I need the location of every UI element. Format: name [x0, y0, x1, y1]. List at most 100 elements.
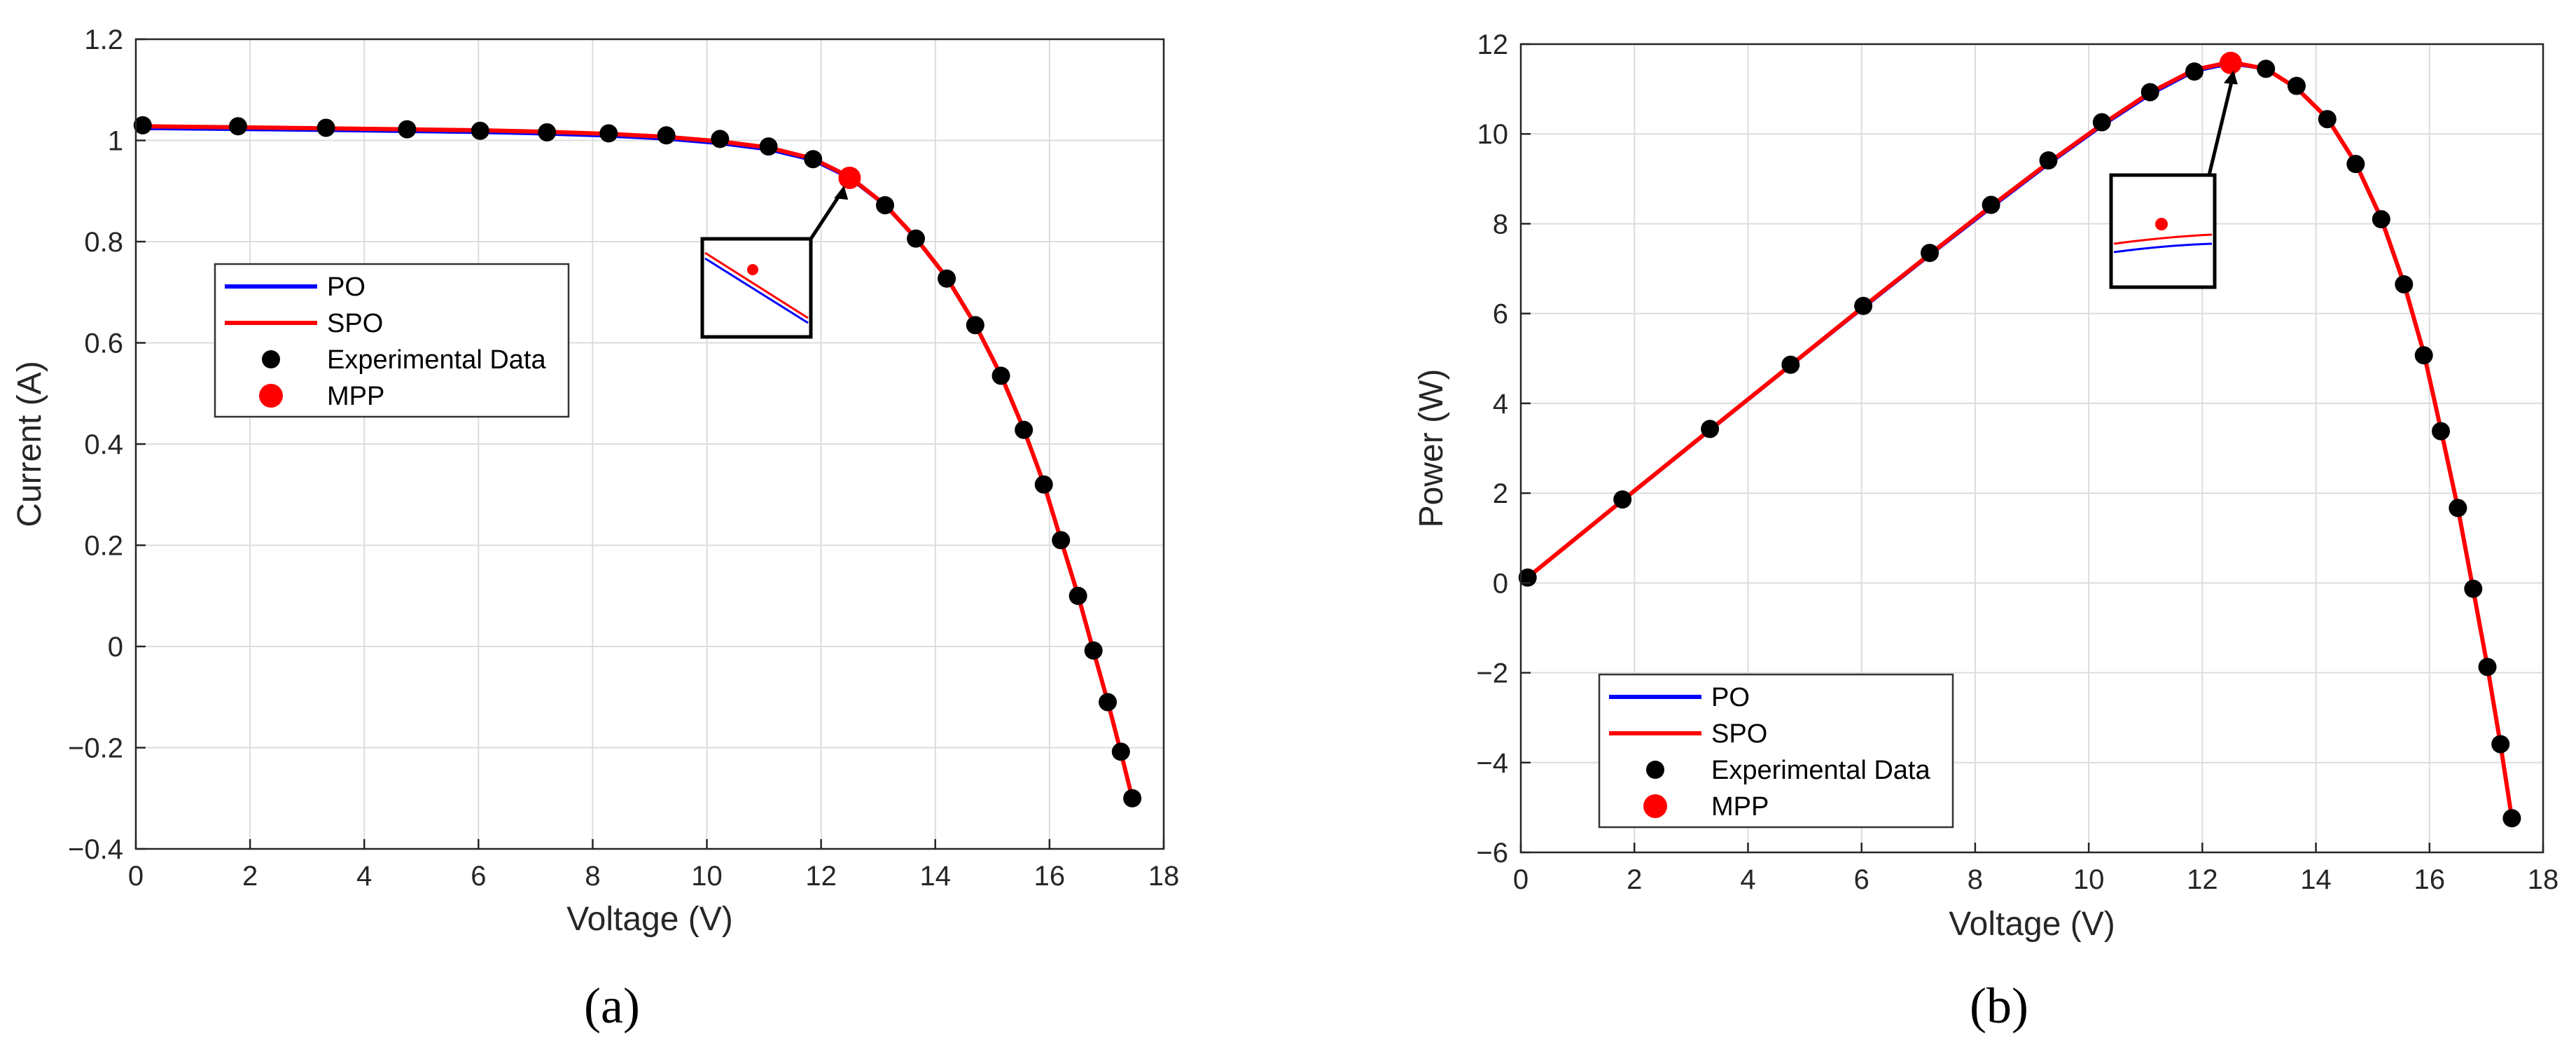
y-tick-label: 10: [1477, 119, 1509, 150]
x-tick-label: 14: [2300, 864, 2332, 895]
experimental-point: [1068, 586, 1087, 605]
legend-label: Experimental Data: [327, 345, 546, 375]
experimental-point: [471, 121, 489, 140]
mpp-marker: [2219, 51, 2242, 74]
y-tick-label: −4: [1476, 748, 1508, 779]
x-tick-label: 8: [585, 861, 600, 892]
x-tick-label: 4: [356, 861, 372, 892]
experimental-point: [2287, 76, 2306, 95]
experimental-point: [966, 316, 984, 335]
experimental-point: [398, 120, 417, 139]
inset-spo-curve: [704, 251, 809, 319]
y-axis-title: Current (A): [11, 361, 48, 527]
experimental-point: [2464, 579, 2483, 598]
experimental-point: [2185, 62, 2203, 81]
experimental-point: [2372, 210, 2390, 229]
experimental-point: [1781, 355, 1800, 374]
legend-label: MPP: [1711, 792, 1769, 822]
experimental-point: [2140, 83, 2159, 102]
x-tick-label: 16: [2414, 864, 2446, 895]
experimental-point: [804, 150, 823, 169]
x-tick-label: 18: [1148, 861, 1180, 892]
experimental-point: [1701, 420, 1720, 438]
experimental-point: [599, 124, 618, 143]
inset-frame: [2109, 173, 2217, 289]
legend: PO SPO Experimental Data MPP: [214, 263, 570, 418]
annotation-arrow-head: [834, 186, 849, 200]
x-tick-label: 8: [1968, 864, 1983, 895]
x-tick-label: 12: [2187, 864, 2218, 895]
legend-label: PO: [327, 272, 365, 302]
x-axis-title: Voltage (V): [566, 901, 732, 938]
experimental-point: [1854, 296, 1873, 315]
x-tick-label: 0: [128, 861, 144, 892]
x-tick-label: 10: [691, 861, 723, 892]
y-tick-label: 0: [108, 632, 123, 663]
x-tick-label: 18: [2528, 864, 2559, 895]
y-axis-title: Power (W): [1413, 369, 1450, 528]
experimental-point: [1921, 244, 1939, 263]
legend-experimental-swatch: [262, 350, 280, 368]
x-tick-label: 12: [805, 861, 837, 892]
experimental-point: [907, 229, 926, 248]
y-tick-label: 4: [1493, 389, 1508, 420]
experimental-point: [2092, 113, 2111, 132]
chart-panel-a: 0 2 4 6 8 10 12 14 16 18 −0.4 −0.2 0 0.2 0.4 0.6 0.8 1 1.2…: [11, 25, 1179, 1034]
experimental-point: [538, 123, 557, 141]
experimental-point: [2502, 809, 2521, 828]
legend-mpp-swatch: [259, 384, 283, 408]
y-tick-label: 6: [1493, 299, 1508, 330]
y-tick-label: 0.6: [84, 328, 123, 359]
experimental-point: [2318, 110, 2337, 129]
experimental-point: [1015, 420, 1033, 439]
annotation-arrow-head: [2223, 70, 2238, 85]
experimental-point: [2432, 422, 2450, 441]
legend-mpp-swatch: [1643, 794, 1667, 818]
annotation-arrow-line: [2207, 73, 2236, 176]
y-tick-label: −6: [1476, 838, 1508, 868]
mpp-marker: [838, 166, 861, 189]
experimental-point: [759, 137, 778, 156]
inset-mpp-marker: [2155, 218, 2168, 230]
inset-spo-curve: [2113, 233, 2213, 245]
experimental-point: [133, 116, 152, 134]
x-tick-label: 4: [1740, 864, 1755, 895]
legend-experimental-swatch: [1646, 761, 1664, 779]
axes-box: [1519, 43, 2544, 854]
x-tick-label: 6: [1854, 864, 1870, 895]
y-tick-label: 2: [1493, 478, 1508, 509]
experimental-point: [1084, 641, 1103, 660]
x-tick-label: 10: [2073, 864, 2105, 895]
y-tick-label: −0.2: [68, 733, 123, 764]
x-tick-label: 2: [242, 861, 258, 892]
legend-label: SPO: [327, 309, 383, 338]
x-tick-label: 0: [1513, 864, 1529, 895]
experimental-point: [711, 130, 730, 148]
x-axis-title: Voltage (V): [1949, 906, 2115, 943]
y-tick-label: 8: [1493, 209, 1508, 240]
experimental-point: [1052, 531, 1071, 550]
x-tick-label: 14: [920, 861, 952, 892]
experimental-point: [1982, 195, 2000, 214]
legend-label: MPP: [327, 382, 384, 411]
legend: PO SPO Experimental Data MPP: [1598, 673, 1954, 829]
y-tick-label: −0.4: [68, 834, 123, 865]
experimental-point: [2491, 735, 2510, 754]
experimental-point: [938, 269, 956, 288]
y-tick-label: 1.2: [84, 25, 123, 55]
y-tick-label: −2: [1476, 658, 1508, 689]
y-tick-label: 0.4: [84, 429, 123, 460]
y-tick-label: 0: [1493, 568, 1508, 599]
experimental-point: [2414, 346, 2433, 365]
experimental-point: [2039, 151, 2058, 170]
panel-label: (b): [1970, 978, 2028, 1034]
x-tick-label: 16: [1034, 861, 1066, 892]
inset-mpp-marker: [747, 264, 758, 275]
x-tick-label: 2: [1627, 864, 1642, 895]
x-tick-label: 6: [471, 861, 486, 892]
experimental-point: [1613, 490, 1632, 509]
experimental-point: [876, 195, 895, 214]
legend-label: PO: [1711, 683, 1750, 712]
y-tick-label: 12: [1477, 29, 1509, 60]
